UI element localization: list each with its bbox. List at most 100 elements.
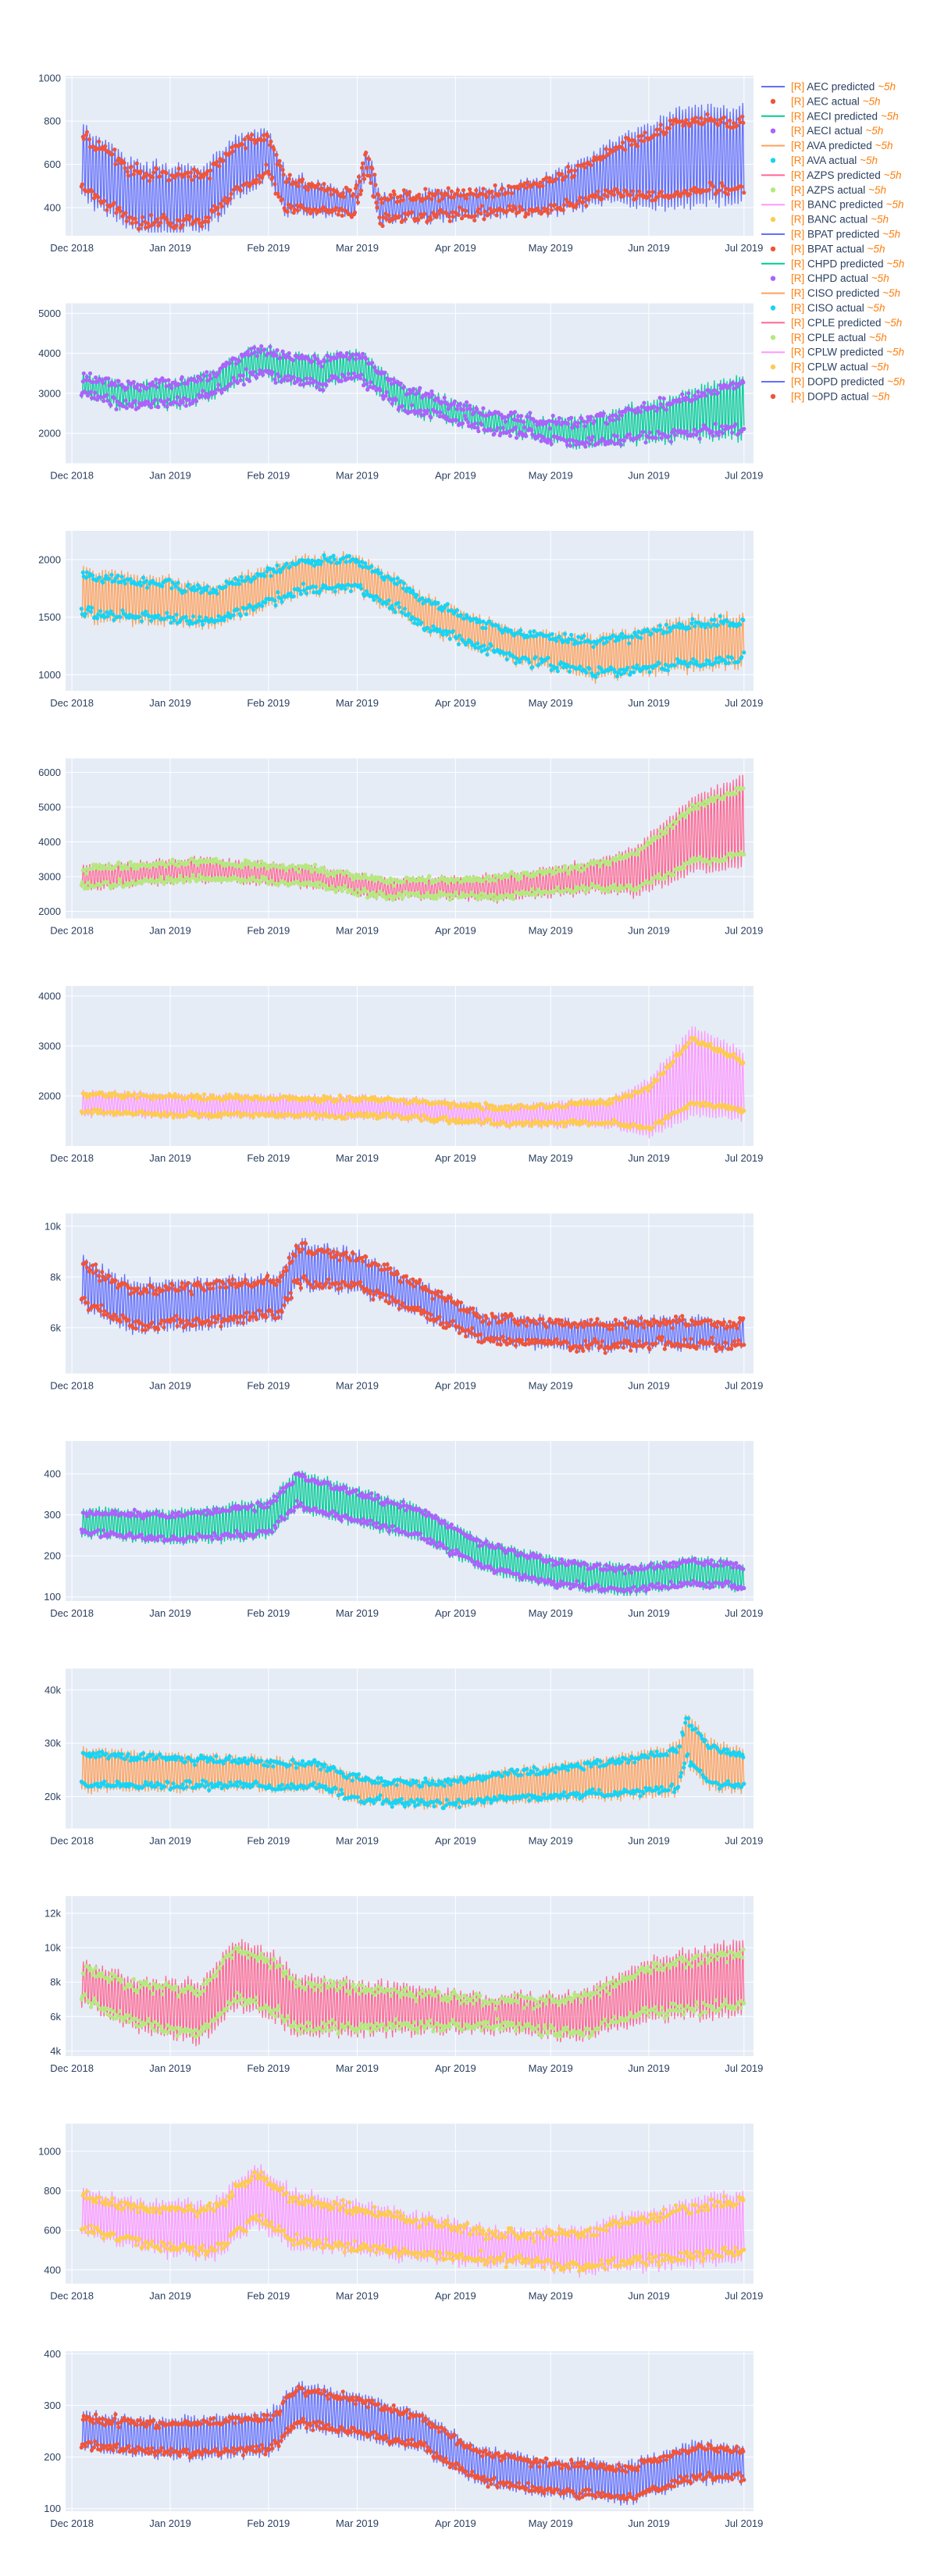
data-point	[611, 886, 617, 891]
data-point	[416, 218, 421, 222]
data-point	[639, 138, 643, 143]
data-point	[176, 172, 180, 176]
data-point	[96, 195, 101, 200]
data-point	[425, 1315, 429, 1320]
data-point	[319, 186, 324, 190]
data-point	[259, 138, 264, 143]
data-point	[673, 117, 679, 122]
data-point	[373, 183, 378, 187]
data-point	[395, 1272, 400, 1276]
data-point	[362, 173, 366, 177]
data-point	[238, 188, 243, 193]
data-point	[506, 875, 511, 880]
data-point	[633, 852, 638, 856]
data-point	[476, 1332, 480, 1338]
data-point	[389, 195, 394, 200]
data-point	[186, 174, 191, 179]
data-point	[295, 376, 300, 381]
data-point	[372, 1292, 376, 1297]
data-point	[278, 355, 283, 360]
x-tick-label: Jul 2019	[725, 1380, 763, 1392]
data-point	[601, 411, 606, 416]
data-point	[274, 152, 279, 157]
data-point	[84, 1091, 88, 1096]
data-point	[457, 205, 462, 210]
data-point	[365, 1288, 370, 1293]
data-point	[476, 641, 480, 646]
data-point	[516, 1107, 521, 1112]
data-point	[439, 191, 444, 196]
data-point	[147, 402, 151, 407]
data-point	[464, 417, 468, 422]
data-point	[454, 635, 459, 641]
data-point	[422, 212, 427, 216]
data-point	[253, 350, 258, 354]
data-point	[691, 188, 696, 193]
data-point	[95, 397, 100, 402]
data-point	[162, 1325, 166, 1330]
data-point	[351, 557, 355, 561]
data-point	[539, 656, 543, 661]
data-point	[510, 893, 515, 898]
data-point	[208, 1286, 212, 1291]
data-point	[581, 442, 586, 447]
data-point	[566, 637, 572, 642]
data-point	[451, 1117, 455, 1122]
data-point	[717, 655, 722, 660]
data-point	[362, 593, 367, 598]
data-point	[301, 588, 307, 592]
data-point	[89, 1112, 94, 1116]
data-point	[618, 884, 624, 888]
data-point	[331, 553, 336, 558]
data-point	[559, 1318, 565, 1323]
data-point	[176, 166, 181, 171]
data-point	[81, 371, 86, 375]
data-point	[195, 863, 201, 867]
data-point	[716, 433, 721, 438]
data-point	[615, 1121, 621, 1126]
data-point	[498, 431, 503, 436]
data-point	[174, 223, 179, 228]
data-point	[401, 880, 407, 884]
data-point	[170, 1283, 175, 1288]
data-point	[388, 876, 393, 881]
data-point	[473, 894, 478, 898]
data-point	[142, 219, 148, 224]
data-point	[473, 421, 478, 426]
data-point	[109, 572, 114, 578]
data-point	[438, 629, 443, 634]
data-point	[362, 176, 367, 181]
data-point	[604, 1103, 609, 1108]
y-tick-label: 800	[44, 116, 61, 127]
data-point	[359, 1111, 364, 1115]
data-point	[723, 855, 729, 859]
data-point	[378, 1295, 383, 1300]
data-point	[710, 429, 714, 434]
x-tick-label: Jan 2019	[149, 1152, 191, 1164]
data-point	[684, 395, 689, 400]
data-point	[472, 192, 476, 197]
data-point	[233, 1096, 237, 1101]
data-point	[565, 1340, 570, 1345]
data-point	[87, 1268, 93, 1272]
x-tick-label: Jul 2019	[725, 925, 763, 937]
data-point	[401, 1098, 407, 1102]
data-point	[650, 190, 655, 194]
data-point	[143, 609, 148, 614]
data-point	[129, 1286, 134, 1291]
data-point	[238, 1314, 243, 1318]
data-point	[465, 192, 470, 197]
data-point	[82, 1295, 87, 1300]
data-point	[193, 1323, 198, 1328]
data-point	[175, 1324, 180, 1329]
data-point	[640, 1090, 644, 1094]
data-point	[444, 632, 449, 637]
data-point	[513, 660, 518, 666]
data-point	[110, 152, 115, 157]
data-point	[604, 422, 609, 426]
data-point	[216, 1115, 220, 1119]
data-point	[139, 222, 144, 227]
data-point	[411, 1284, 416, 1289]
data-point	[647, 430, 652, 435]
